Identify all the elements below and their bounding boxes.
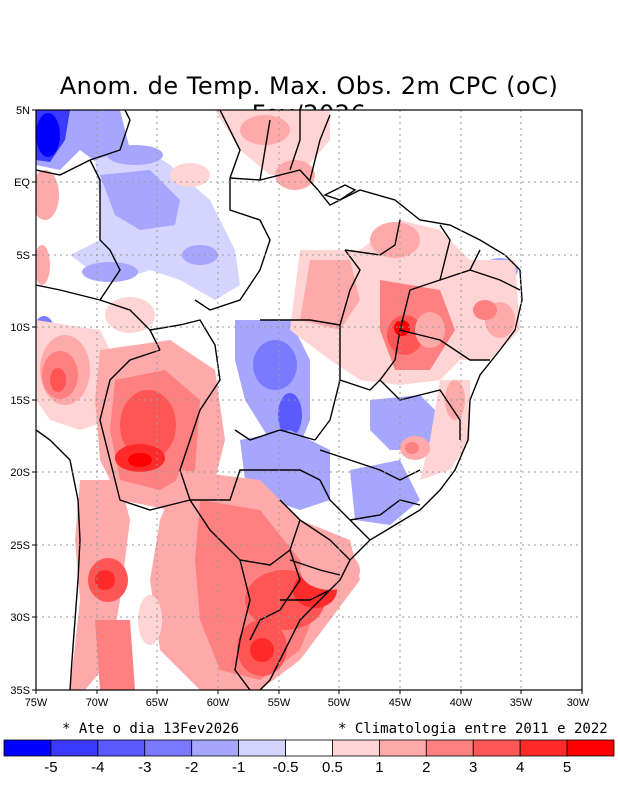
colorbar-label: -4 <box>91 759 105 776</box>
lon-labels: 75W 70W 65W 60W 55W 50W 45W 40W 35W 30W <box>25 697 590 709</box>
colorbar <box>3 739 615 757</box>
colorbar-label: -1 <box>231 759 246 776</box>
lon-label: 40W <box>450 697 473 709</box>
colorbar-swatch <box>97 739 146 757</box>
lon-label: 30W <box>567 697 590 709</box>
lat-labels: 5N EQ 5S 10S 15S 20S 25S 30S 35S <box>10 105 30 697</box>
lat-label: 5S <box>17 250 30 262</box>
colorbar-swatch <box>519 739 568 757</box>
colorbar-swatch <box>191 739 240 757</box>
colorbar-swatch <box>378 739 427 757</box>
lat-label: 15S <box>10 395 30 407</box>
colorbar-swatch <box>425 739 474 757</box>
lon-label: 60W <box>207 697 230 709</box>
footer-climatology-note: * Climatologia entre 2011 e 2022 <box>338 721 608 737</box>
footer-date-note: * Ate o dia 13Fev2026 <box>62 721 240 737</box>
colorbar-label: 3 <box>469 759 478 776</box>
lat-label: 20S <box>10 467 30 479</box>
colorbar-label: -3 <box>138 759 152 776</box>
gridlines <box>36 110 582 690</box>
lon-label: 35W <box>510 697 533 709</box>
lon-label: 75W <box>25 697 48 709</box>
lat-label: 5N <box>16 105 30 117</box>
lat-label: 35S <box>10 685 30 697</box>
colorbar-label: 5 <box>562 759 572 776</box>
colorbar-label: -0.5 <box>272 759 299 776</box>
lon-label: 55W <box>268 697 291 709</box>
colorbar-swatch <box>332 739 380 757</box>
colorbar-swatch <box>566 739 615 757</box>
lon-label: 45W <box>389 697 412 709</box>
lat-label: EQ <box>14 177 30 189</box>
lat-label: 30S <box>10 612 30 624</box>
colorbar-label: 0.5 <box>322 759 343 776</box>
colorbar-label: -5 <box>44 759 58 776</box>
lat-ticks <box>32 109 36 691</box>
colorbar-swatch <box>285 739 333 757</box>
lon-label: 50W <box>328 697 351 709</box>
colorbar-swatch <box>50 739 99 757</box>
lon-label: 70W <box>86 697 109 709</box>
colorbar-swatch <box>3 739 52 757</box>
lat-label: 10S <box>10 322 30 334</box>
lon-ticks <box>35 690 583 694</box>
colorbar-swatch <box>144 739 193 757</box>
colorbar-label: 1 <box>375 759 384 776</box>
colorbar-swatch <box>238 739 286 757</box>
country-borders <box>36 110 523 690</box>
lon-label: 65W <box>146 697 169 709</box>
colorbar-label: -2 <box>185 759 199 776</box>
colorbar-label: 2 <box>422 759 431 776</box>
colorbar-swatch <box>472 739 521 757</box>
colorbar-label: 4 <box>515 759 525 776</box>
lat-label: 25S <box>10 540 30 552</box>
